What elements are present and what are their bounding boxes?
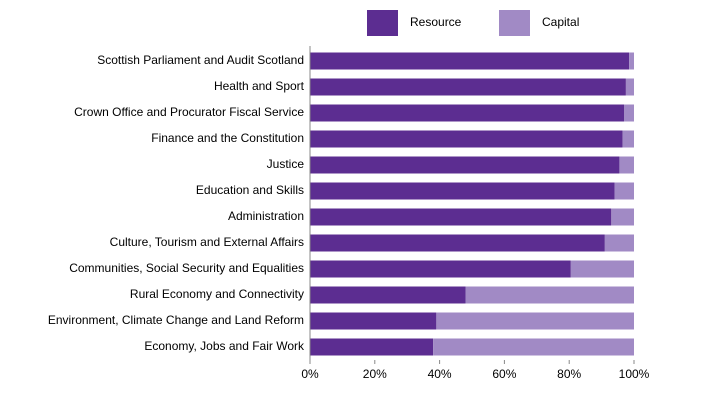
bar-segment [622,130,634,148]
x-tick-label: 80% [557,367,581,381]
legend-swatch [499,10,530,36]
bar-segment [310,312,437,330]
bar-segment [604,234,634,252]
bar-segment [310,260,571,278]
x-tick-label: 40% [428,367,452,381]
bar-segment [436,312,634,330]
bar-segment [619,156,634,174]
y-tick-label: Justice [267,157,305,171]
bar-segment [629,52,634,70]
bar-segment [624,104,634,122]
y-tick-label: Environment, Climate Change and Land Ref… [48,313,304,327]
legend-label: Capital [542,15,579,29]
bar-segment [310,130,623,148]
bar-segment [570,260,634,278]
bar-segment [465,286,634,304]
y-tick-label: Health and Sport [214,79,305,93]
y-tick-label: Communities, Social Security and Equalit… [69,261,304,275]
y-tick-label: Rural Economy and Connectivity [130,287,304,301]
x-tick-label: 0% [301,367,319,381]
bar-segment [310,208,612,226]
bar-segment [625,78,634,96]
bar-segment [611,208,634,226]
x-tick-label: 100% [619,367,650,381]
y-tick-label: Culture, Tourism and External Affairs [110,235,304,249]
x-tick-label: 20% [363,367,387,381]
bar-segment [310,338,434,356]
y-tick-label: Scottish Parliament and Audit Scotland [97,53,304,67]
legend-swatch [367,10,398,36]
y-tick-label: Crown Office and Procurator Fiscal Servi… [74,105,304,119]
bar-segment [310,78,626,96]
y-tick-label: Education and Skills [196,183,304,197]
legend-label: Resource [410,15,462,29]
bar-segment [310,156,620,174]
bar-segment [310,182,615,200]
bar-segment [310,52,630,70]
y-tick-label: Economy, Jobs and Fair Work [144,339,305,353]
bar-segment [310,234,605,252]
y-tick-label: Administration [228,209,304,223]
x-tick-label: 60% [492,367,516,381]
y-tick-label: Finance and the Constitution [151,131,304,145]
bar-segment [310,104,625,122]
bar-segment [433,338,634,356]
bar-segment [310,286,466,304]
bar-segment [614,182,634,200]
